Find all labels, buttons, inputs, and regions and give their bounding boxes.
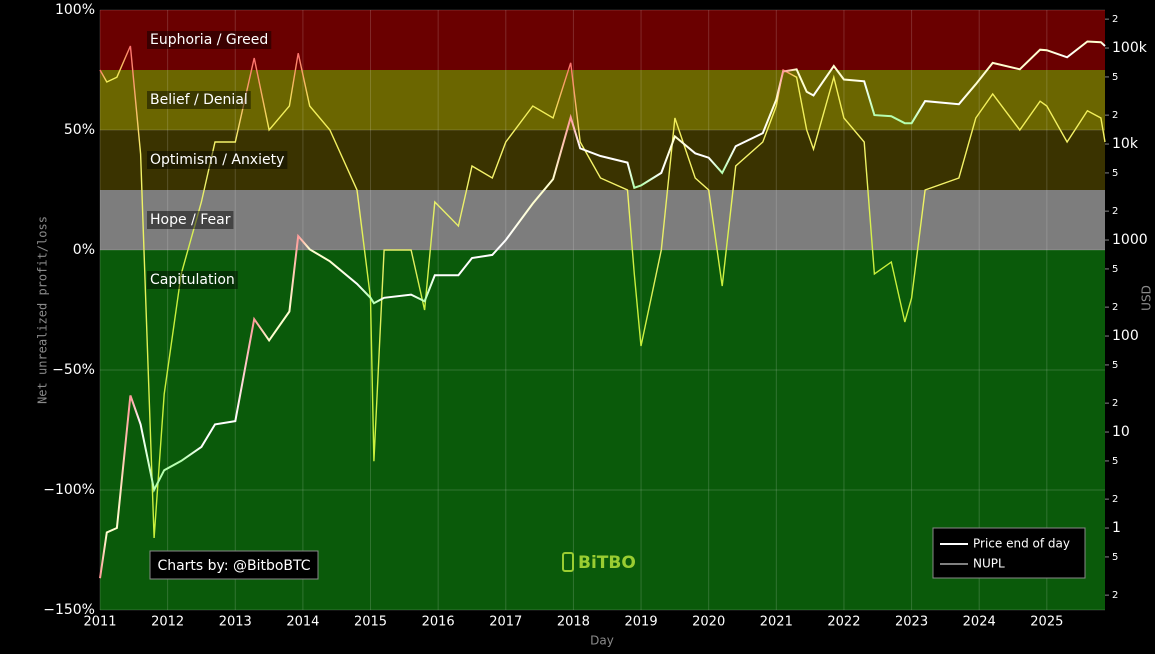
zone-label-bg xyxy=(147,271,238,289)
y2-tick-label: 100k xyxy=(1112,40,1148,56)
y2-tick-label: 5 xyxy=(1112,264,1118,275)
x-tick-label: 2013 xyxy=(219,615,252,630)
y2-tick-label: 2 xyxy=(1112,398,1118,409)
y-axis-title: Net unrealized profit/loss xyxy=(36,216,50,404)
zone-label-bg xyxy=(147,91,251,109)
x-tick-label: 2018 xyxy=(557,615,590,630)
y-tick-label: −50% xyxy=(52,362,95,378)
y2-tick-label: 2 xyxy=(1112,206,1118,217)
y2-tick-label: 2 xyxy=(1112,494,1118,505)
y2-tick-label: 5 xyxy=(1112,456,1118,467)
x-tick-label: 2015 xyxy=(354,615,387,630)
zone-label: Euphoria / Greed xyxy=(150,32,268,48)
y-tick-label: 50% xyxy=(64,122,95,138)
x-tick-label: 2020 xyxy=(692,615,725,630)
zone-label-bg xyxy=(147,211,234,229)
zone-label: Optimism / Anxiety xyxy=(150,152,284,168)
y2-tick-label: 10 xyxy=(1112,424,1130,440)
zone-label: Capitulation xyxy=(150,272,235,288)
zone-label: Hope / Fear xyxy=(150,212,231,228)
annotation-box xyxy=(149,550,319,580)
series-line xyxy=(99,40,1106,579)
y2-tick-label: 2 xyxy=(1112,302,1118,313)
x-tick-label: 2022 xyxy=(827,615,860,630)
y-tick-label: −100% xyxy=(43,482,95,498)
y2-tick-label: 2 xyxy=(1112,110,1118,121)
y-tick-label: 100% xyxy=(55,2,95,18)
y2-tick-label: 1000 xyxy=(1112,232,1148,248)
x-tick-label: 2023 xyxy=(895,615,928,630)
y2-tick-label: 100 xyxy=(1112,328,1139,344)
x-tick-label: 2021 xyxy=(760,615,793,630)
x-tick-label: 2011 xyxy=(83,615,116,630)
y-tick-label: 0% xyxy=(73,242,95,258)
watermark-icon xyxy=(562,552,574,572)
zone-band xyxy=(100,10,1105,70)
x-tick-label: 2012 xyxy=(151,615,184,630)
x-tick-label: 2017 xyxy=(489,615,522,630)
zone-label: Belief / Denial xyxy=(150,92,248,108)
legend-label: NUPL xyxy=(973,557,1005,571)
y2-tick-label: 2 xyxy=(1112,590,1118,601)
y2-tick-label: 2 xyxy=(1112,14,1118,25)
y2-axis-title: USD xyxy=(1140,285,1154,311)
y2-tick-label: 1 xyxy=(1112,520,1121,536)
zone-label-bg xyxy=(147,31,272,49)
x-tick-label: 2016 xyxy=(422,615,455,630)
x-tick-label: 2024 xyxy=(963,615,996,630)
y2-tick-label: 5 xyxy=(1112,72,1118,83)
x-tick-label: 2014 xyxy=(286,615,319,630)
y2-tick-label: 5 xyxy=(1112,360,1118,371)
watermark: BiTBO xyxy=(578,553,636,573)
y2-tick-label: 5 xyxy=(1112,552,1118,563)
x-tick-label: 2025 xyxy=(1030,615,1063,630)
zone-band xyxy=(100,130,1105,190)
zone-band xyxy=(100,190,1105,250)
x-axis-title: Day xyxy=(590,634,614,648)
y2-tick-label: 10k xyxy=(1112,136,1139,152)
zone-label-bg xyxy=(147,151,288,169)
legend-label: Price end of day xyxy=(973,537,1070,551)
series-line xyxy=(99,45,1106,539)
y2-tick-label: 5 xyxy=(1112,168,1118,179)
y-tick-label: −150% xyxy=(43,602,95,618)
annotation: Charts by: @BitboBTC xyxy=(157,558,310,574)
x-tick-label: 2019 xyxy=(625,615,658,630)
legend-box xyxy=(932,527,1086,579)
